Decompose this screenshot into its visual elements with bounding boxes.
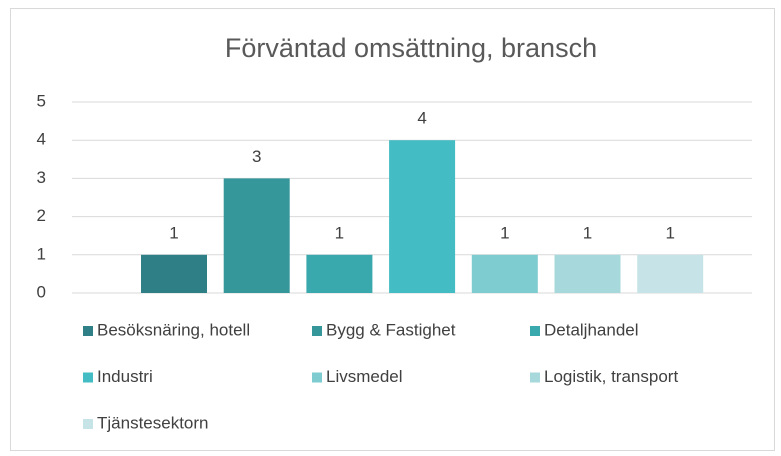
y-tick-label: 5 [37, 91, 46, 110]
legend-label: Logistik, transport [544, 367, 678, 386]
legend-swatch [312, 372, 322, 383]
legend-label: Bygg & Fastighet [326, 320, 456, 339]
bar [306, 254, 373, 293]
y-tick-label: 1 [37, 244, 46, 263]
data-label: 1 [583, 223, 592, 242]
data-label: 4 [417, 109, 426, 128]
legend-label: Industri [97, 367, 153, 386]
legend-swatch [83, 419, 93, 429]
bar [141, 254, 207, 293]
y-tick-label: 4 [37, 130, 46, 149]
data-label: 1 [500, 223, 509, 242]
legend-label: Besöksnäring, hotell [97, 320, 250, 339]
legend-swatch [83, 372, 93, 383]
data-label: 3 [252, 147, 261, 166]
legend-swatch [530, 372, 540, 383]
legend-swatch [83, 326, 93, 336]
y-tick-label: 0 [37, 282, 46, 301]
data-label: 1 [169, 223, 178, 242]
bar [637, 254, 704, 293]
y-tick-label: 2 [37, 206, 46, 225]
bar [471, 254, 538, 293]
chart-title: Förväntad omsättning, bransch [225, 33, 597, 63]
y-tick-label: 3 [37, 168, 46, 187]
data-label: 1 [335, 223, 344, 242]
bar [389, 140, 456, 293]
bar [223, 178, 290, 293]
bar [554, 254, 621, 293]
legend-label: Livsmedel [326, 367, 403, 386]
data-label: 1 [665, 223, 674, 242]
legend-label: Detaljhandel [544, 320, 639, 339]
legend-swatch [312, 326, 322, 336]
legend-label: Tjänstesektorn [97, 413, 209, 432]
legend-swatch [530, 326, 540, 336]
